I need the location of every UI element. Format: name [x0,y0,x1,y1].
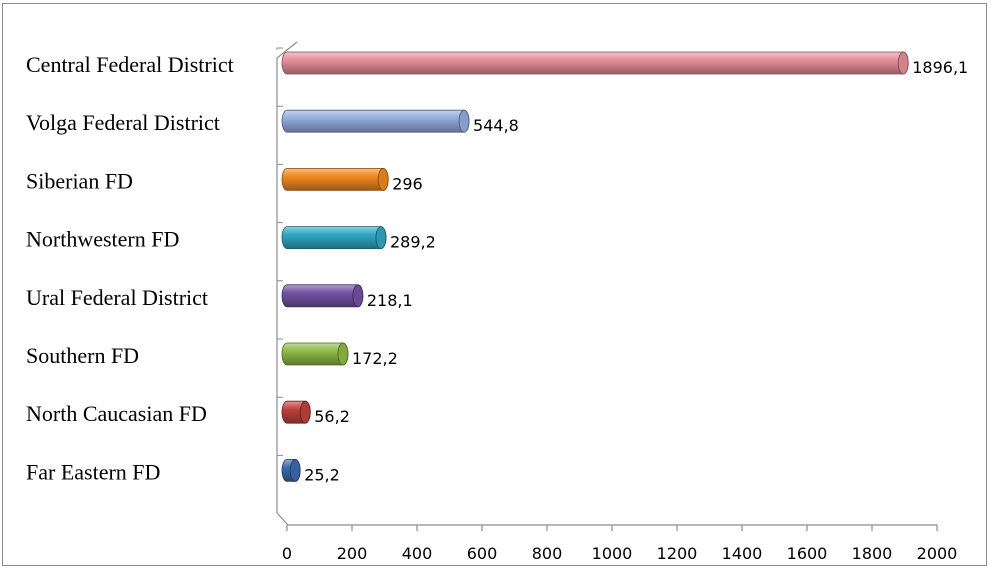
x-tick-label: 0 [282,544,292,563]
data-label: 25,2 [304,465,340,484]
bar-cap [337,342,349,366]
category-label: Ural Federal District [26,285,208,310]
x-tick-label: 600 [467,544,498,563]
x-tick-label: 1800 [852,544,893,563]
data-label: 296 [392,174,423,193]
bar [281,284,364,308]
bar-cap [377,167,389,191]
x-tick-label: 800 [532,544,563,563]
data-label: 544,8 [473,116,519,135]
x-tick-label: 1400 [722,544,763,563]
x-tick-label: 1000 [592,544,633,563]
back-wall-edge [276,41,298,513]
category-label: Volga Federal District [26,110,220,135]
bar-cap [375,226,387,250]
bar [281,168,389,191]
category-tick [276,454,283,458]
x-tick-label: 400 [402,544,433,563]
bar-cap [897,51,909,75]
bar [281,226,387,249]
bar-cap [458,109,470,133]
chart-axes [276,41,938,531]
category-tick [276,280,283,283]
data-label: 289,2 [390,233,436,252]
category-tick [276,396,283,400]
category-tick [276,105,283,109]
x-tick-label: 2000 [917,544,958,563]
x-tick-label: 1600 [787,544,828,563]
data-label: 56,2 [314,407,350,426]
x-tick-label: 200 [337,544,368,563]
category-label: Far Eastern FD [26,459,160,484]
category-tick [276,163,283,167]
bar [281,109,470,133]
x-tick-label: 1200 [657,544,698,563]
bar [281,51,909,75]
chart-bars [281,51,909,482]
category-label: Southern FD [26,343,139,368]
bar-cap [289,458,301,482]
category-label: Northwestern FD [26,227,179,252]
chart-labels: 0 200 400 600 800 1000 1200 1400 1600 1800 2000 189… [26,52,968,563]
bar-cap [299,400,311,424]
floor-edge [276,512,289,526]
category-tick [276,222,283,225]
data-label: 172,2 [352,349,398,368]
category-label: Siberian FD [26,168,133,193]
category-label: North Caucasian FD [26,401,207,426]
category-label: Central Federal District [26,52,234,77]
category-tick [276,47,283,50]
data-label: 1896,1 [912,58,968,77]
chart-frame [2,3,987,566]
category-tick [276,338,283,341]
bar-cap [352,284,364,308]
data-label: 218,1 [367,291,413,310]
